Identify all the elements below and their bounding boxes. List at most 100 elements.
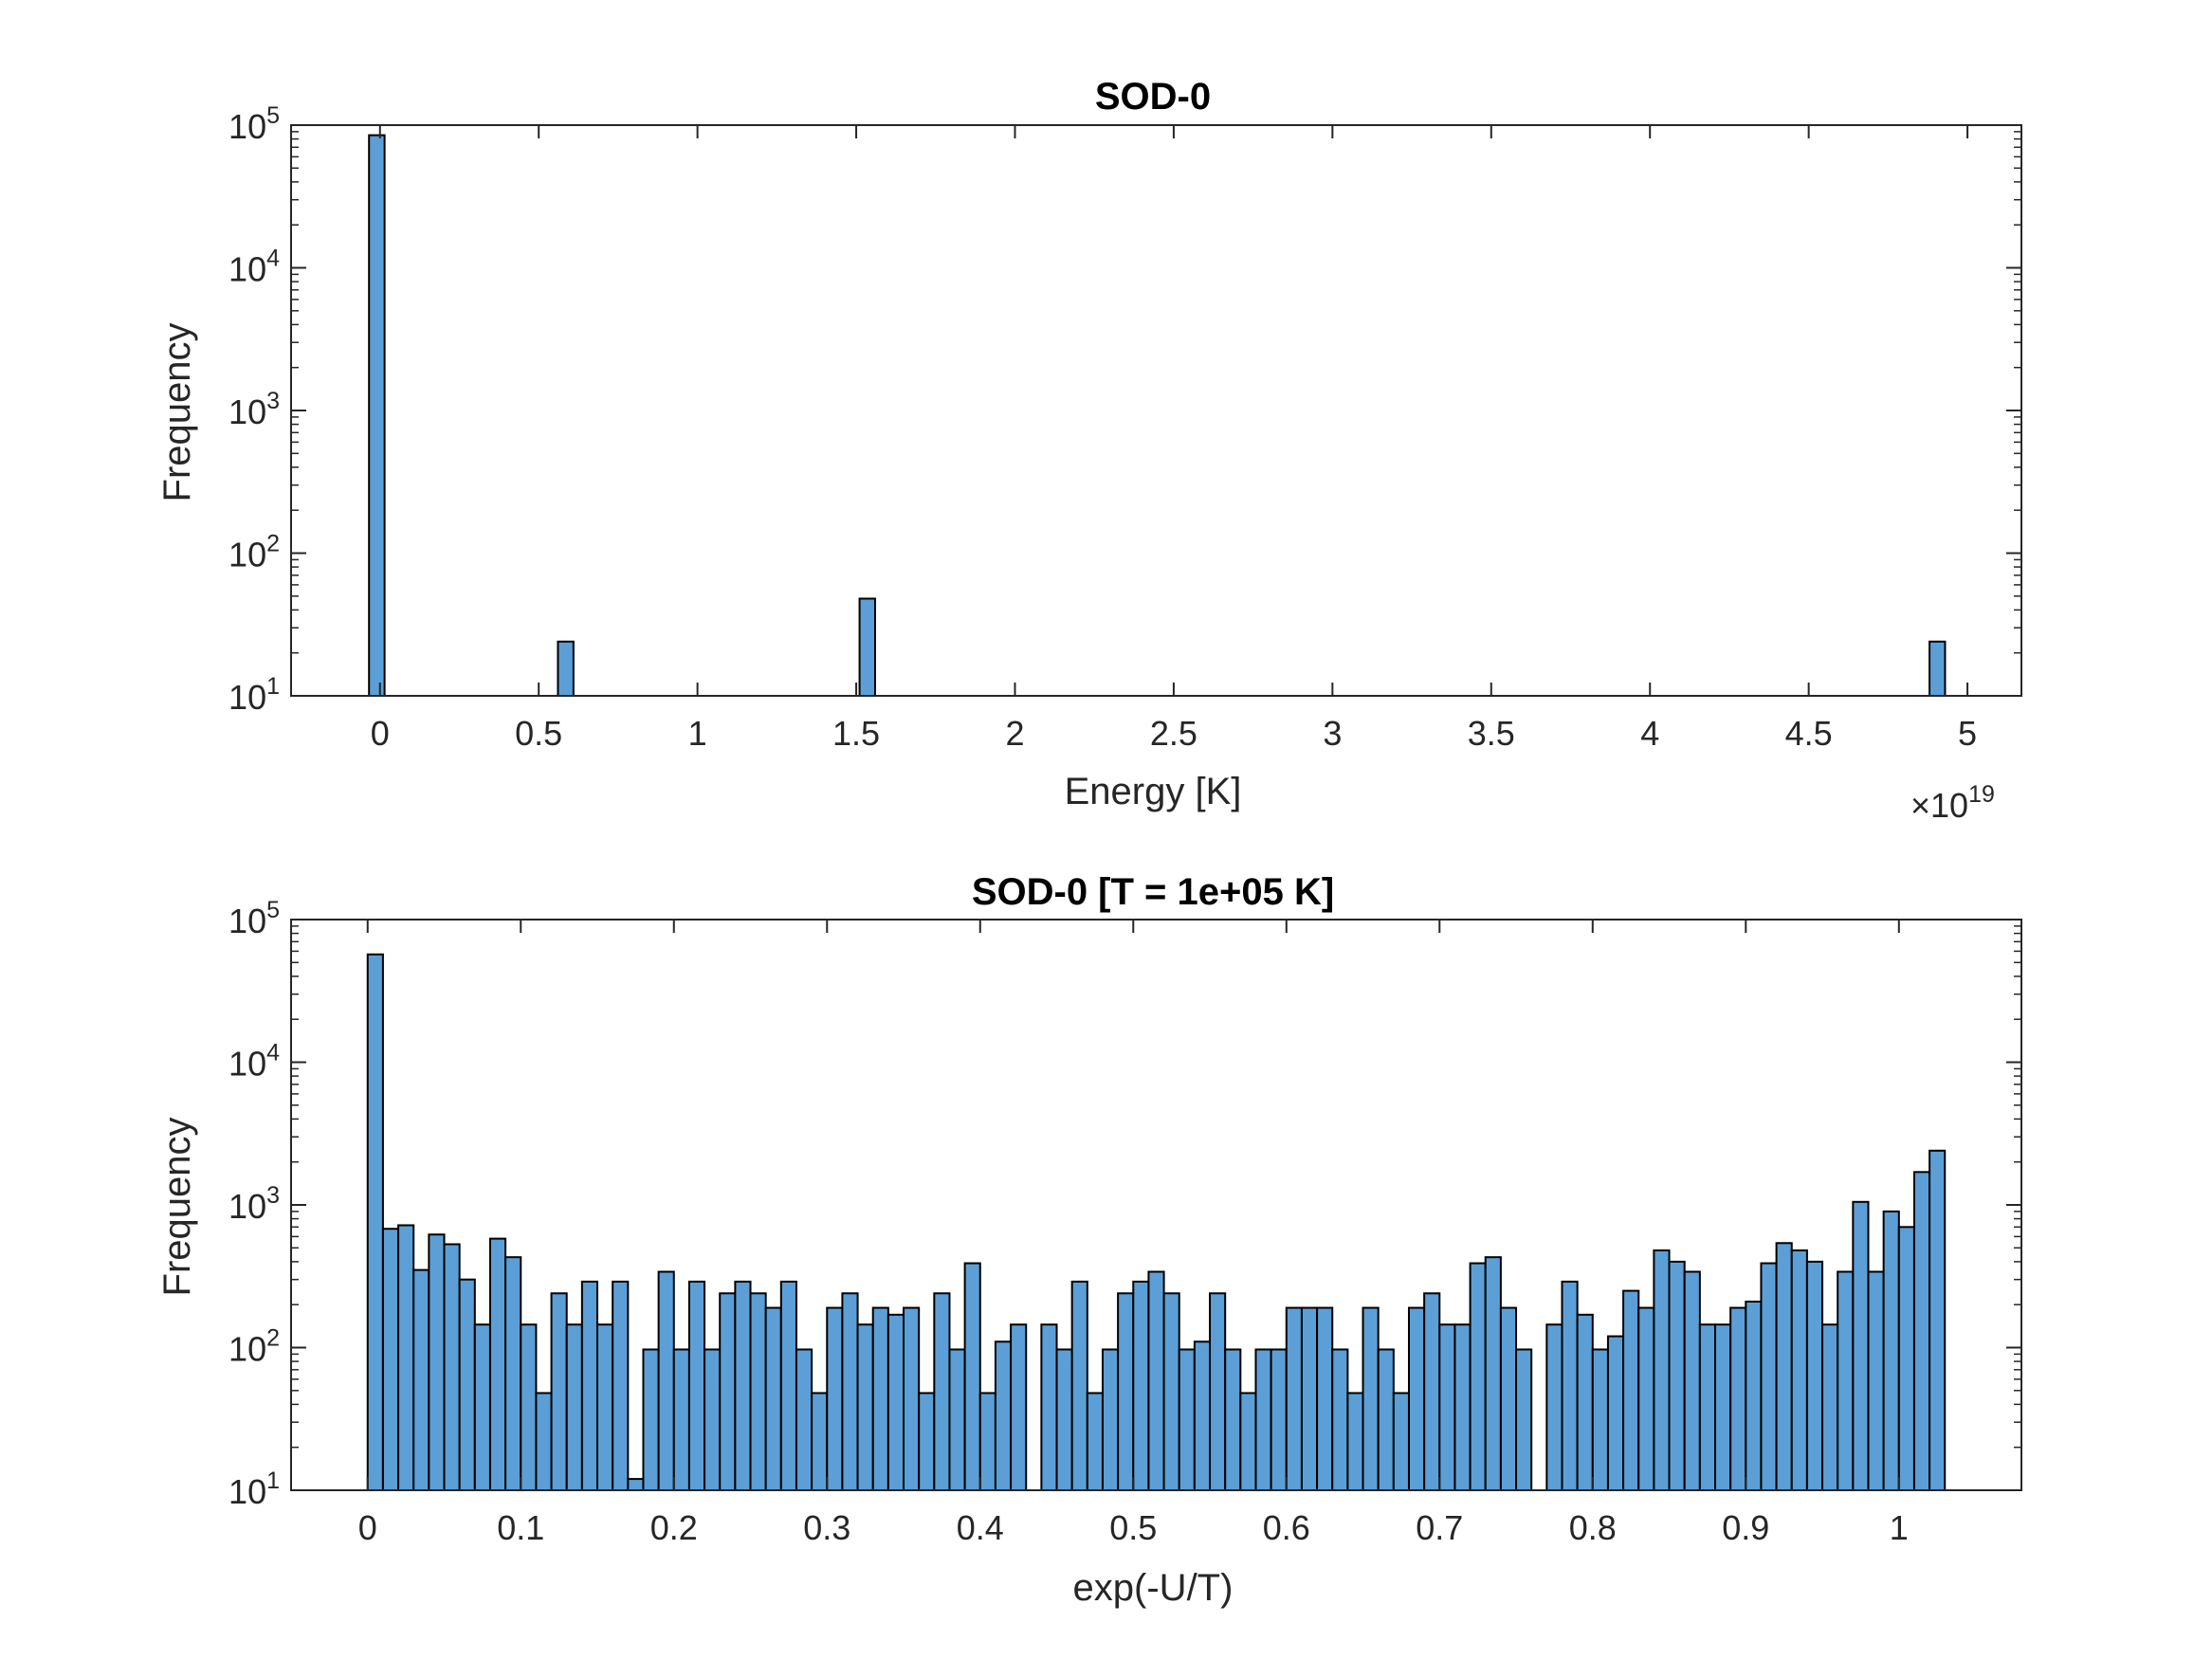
bar [1224, 1348, 1242, 1491]
bar [657, 1270, 675, 1492]
bar [397, 1224, 415, 1491]
bar [504, 1256, 522, 1491]
bar [948, 1348, 966, 1491]
y-tick-label: 101 [229, 673, 280, 717]
bar [795, 1348, 814, 1491]
bar [1162, 1292, 1180, 1491]
chart-title: SOD-0 [1095, 76, 1211, 118]
y-tick-exponent: 2 [266, 1325, 280, 1352]
bar [1086, 1392, 1104, 1491]
bar [1101, 1348, 1120, 1491]
bar [1775, 1242, 1793, 1492]
histogram-boltzmann-factor: SOD-0 [T = 1e+05 K] 0 0.1 0.2 0.3 0.4 0.5 0.6 0… [156, 871, 2022, 1609]
bar [672, 1348, 690, 1491]
bar [596, 1323, 614, 1491]
bar [1837, 1270, 1855, 1492]
bar [811, 1392, 829, 1491]
bar [550, 1292, 568, 1491]
y-tick-exponent: 4 [266, 1040, 280, 1066]
bar [963, 1262, 981, 1492]
y-tick-label: 101 [229, 1468, 280, 1511]
x-tick-label: 1.5 [832, 714, 880, 753]
bar [1668, 1260, 1686, 1492]
bar [473, 1323, 491, 1491]
bar [719, 1292, 737, 1491]
bar [557, 640, 575, 697]
bar [627, 1478, 645, 1492]
bar [1438, 1323, 1456, 1491]
y-tick-base: 10 [229, 107, 266, 146]
bar [1653, 1249, 1671, 1491]
bar [1377, 1348, 1395, 1491]
bar [1270, 1348, 1288, 1491]
x-multiplier-exponent: 19 [1968, 781, 1995, 808]
bar [871, 1306, 889, 1492]
x-tick-label: 0.7 [1416, 1508, 1463, 1547]
bar [488, 1237, 507, 1492]
bar [565, 1323, 583, 1491]
x-multiplier: ×1019 [1910, 781, 1995, 825]
x-tick-label: 4 [1640, 714, 1659, 753]
bar [856, 1323, 874, 1491]
x-tick-label: 5 [1958, 714, 1977, 753]
bar [1300, 1306, 1319, 1492]
x-tick-label: 2.5 [1150, 714, 1197, 753]
x-tick-label: 0.2 [650, 1508, 698, 1547]
bar [381, 1228, 400, 1491]
x-ticks: 0 0.1 0.2 0.3 0.4 0.5 0.6 0.7 0.8 0.9 1 [358, 920, 1909, 1547]
bar [1392, 1392, 1410, 1491]
y-tick-exponent: 3 [266, 388, 280, 414]
bar [368, 134, 386, 698]
bar [1760, 1262, 1778, 1492]
bar [1713, 1323, 1732, 1491]
y-tick-base: 10 [229, 1330, 266, 1369]
bar [1606, 1335, 1625, 1492]
x-tick-label: 1 [1890, 1508, 1909, 1547]
bar [903, 1306, 921, 1492]
y-tick-label: 105 [229, 897, 280, 940]
x-tick-label: 0.6 [1263, 1508, 1310, 1547]
y-tick-label: 103 [229, 1182, 280, 1226]
y-tick-base: 10 [229, 1045, 266, 1084]
histogram-energy: SOD-0 0 0.5 1 1.5 2 2.5 3 3.5 4 4.5 5 101102103104… [156, 76, 2022, 825]
bar [858, 597, 876, 698]
bar [1117, 1292, 1135, 1491]
bar [520, 1323, 538, 1491]
y-tick-exponent: 2 [266, 531, 280, 557]
bar [1882, 1210, 1900, 1491]
bar [428, 1233, 446, 1491]
bar [1209, 1292, 1227, 1491]
bar [1070, 1280, 1088, 1491]
x-tick-label: 0.3 [803, 1508, 850, 1547]
x-tick-label: 0.4 [957, 1508, 1004, 1547]
x-multiplier-base: ×10 [1910, 786, 1968, 825]
y-tick-exponent: 1 [266, 673, 280, 700]
bar [366, 953, 384, 1491]
bar [1821, 1323, 1839, 1491]
y-tick-base: 10 [229, 1472, 266, 1511]
x-tick-label: 1 [688, 714, 707, 753]
x-ticks: 0 0.5 1 1.5 2 2.5 3 3.5 4 4.5 5 [371, 125, 1977, 753]
bar [1805, 1260, 1824, 1492]
y-tick-base: 10 [229, 250, 266, 289]
bar [1132, 1280, 1150, 1491]
bar [826, 1306, 844, 1492]
bar [1346, 1392, 1364, 1491]
bar [1040, 1323, 1058, 1491]
bar [580, 1280, 599, 1491]
bar [1515, 1348, 1533, 1491]
x-tick-label: 0.8 [1569, 1508, 1617, 1547]
bar [1683, 1270, 1701, 1492]
bar [642, 1348, 660, 1491]
bar [1852, 1200, 1870, 1492]
bar [1331, 1348, 1349, 1491]
bar [1193, 1340, 1212, 1491]
bar [1055, 1348, 1073, 1491]
bar [734, 1280, 752, 1491]
bar [1698, 1323, 1716, 1491]
x-tick-label: 0.5 [1109, 1508, 1157, 1547]
bar [1622, 1289, 1640, 1491]
bar [1499, 1306, 1518, 1492]
y-tick-base: 10 [229, 1187, 266, 1226]
y-axis-label: Frequency [156, 1118, 198, 1297]
